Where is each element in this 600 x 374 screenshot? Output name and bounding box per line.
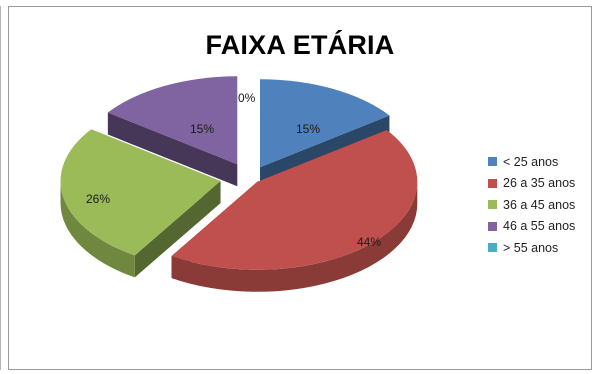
- data-label-4: 0%: [238, 91, 256, 105]
- legend-label-2: 36 a 45 anos: [503, 197, 576, 212]
- slice-rim-1: [171, 181, 418, 292]
- data-label-2: 26%: [86, 192, 110, 206]
- legend-item-1: 26 a 35 anos: [488, 173, 575, 195]
- page-left-edge: [0, 6, 3, 370]
- legend: < 25 anos 26 a 35 anos 36 a 45 anos 46 a 55…: [488, 151, 575, 259]
- pie-slice-1: [171, 130, 418, 270]
- legend-label-1: 26 a 35 anos: [503, 176, 576, 191]
- legend-label-3: 46 a 55 anos: [503, 219, 576, 234]
- pie-tops: [60, 76, 418, 270]
- legend-swatch-2: [488, 200, 497, 210]
- legend-swatch-4: [488, 243, 497, 253]
- chart-title: FAIXA ETÁRIA: [205, 30, 395, 60]
- legend-swatch-1: [488, 178, 497, 188]
- slice-side-2-0: [134, 181, 221, 278]
- legend-item-4: > 55 anos: [488, 237, 575, 259]
- legend-item-0: < 25 anos: [488, 151, 575, 173]
- pie-slice-0: [259, 79, 390, 168]
- legend-item-2: 36 a 45 anos: [488, 194, 575, 216]
- data-label-1: 44%: [357, 235, 381, 249]
- legend-swatch-0: [488, 157, 497, 167]
- slice-rim-2: [60, 181, 135, 278]
- legend-label-4: > 55 anos: [503, 240, 559, 255]
- slice-side-3-0: [107, 112, 238, 187]
- pie-slice-3: [107, 76, 238, 165]
- data-label-0: 15%: [296, 122, 320, 136]
- legend-swatch-3: [488, 221, 497, 231]
- data-label-3: 15%: [190, 122, 214, 136]
- legend-label-0: < 25 anos: [503, 154, 559, 169]
- pie-slice-2: [60, 129, 221, 256]
- legend-item-3: 46 a 55 anos: [488, 216, 575, 238]
